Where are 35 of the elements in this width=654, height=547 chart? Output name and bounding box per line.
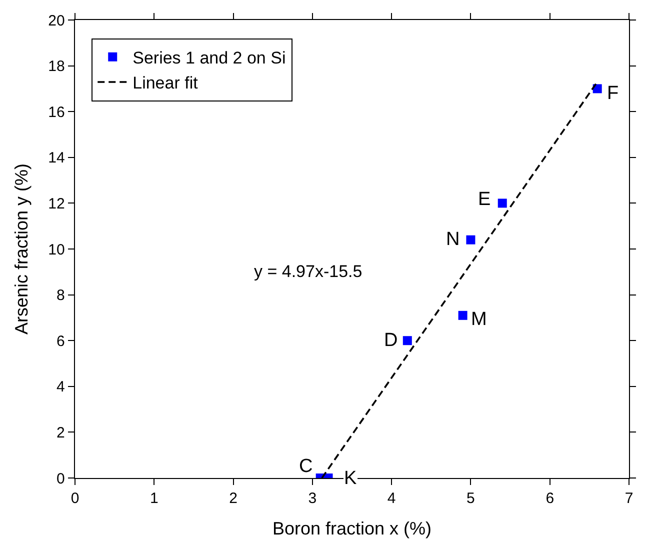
- x-axis-title: Boron fraction x (%): [272, 518, 432, 538]
- point: [498, 198, 507, 208]
- point: [402, 336, 412, 346]
- y-tick-label: 18: [48, 58, 65, 76]
- x-tick-label: 2: [229, 490, 238, 508]
- y-tick-label: 8: [56, 287, 65, 304]
- x-tick-label: 3: [308, 490, 317, 508]
- y-tick-label: 20: [48, 12, 65, 30]
- annotation: N: [446, 229, 460, 250]
- x-tick-label: 1: [150, 490, 158, 508]
- x-tick-label: 0: [70, 490, 80, 508]
- annotation: F: [607, 83, 619, 104]
- x-tick-label: 7: [624, 490, 634, 508]
- x-tick-label: 4: [387, 490, 396, 508]
- y-tick-label: 10: [48, 241, 65, 258]
- point: [458, 310, 468, 320]
- legend-label: Series 1 and 2 on Si: [132, 48, 286, 68]
- y-tick-label: 6: [56, 332, 65, 350]
- y-tick-label: 0: [56, 470, 65, 488]
- annotation: C: [299, 456, 313, 477]
- y-axis-title: Arsenic fraction y (%): [11, 163, 32, 335]
- annotation: K: [344, 468, 357, 489]
- y-tick-label: 12: [48, 195, 65, 212]
- y-tick-label: 4: [56, 378, 65, 396]
- annotation: y = 4.97x-15.5: [254, 262, 362, 281]
- x-tick-label: 5: [466, 490, 475, 508]
- annotation: E: [478, 189, 491, 210]
- y-tick-label: 16: [48, 104, 65, 121]
- legend-label: Linear fit: [132, 74, 198, 93]
- y-tick-label: 14: [48, 150, 65, 167]
- annotation: D: [384, 330, 398, 351]
- annotation: M: [471, 309, 487, 330]
- point: [466, 235, 476, 244]
- x-tick-label: 6: [546, 490, 554, 508]
- y-tick-label: 2: [56, 424, 65, 442]
